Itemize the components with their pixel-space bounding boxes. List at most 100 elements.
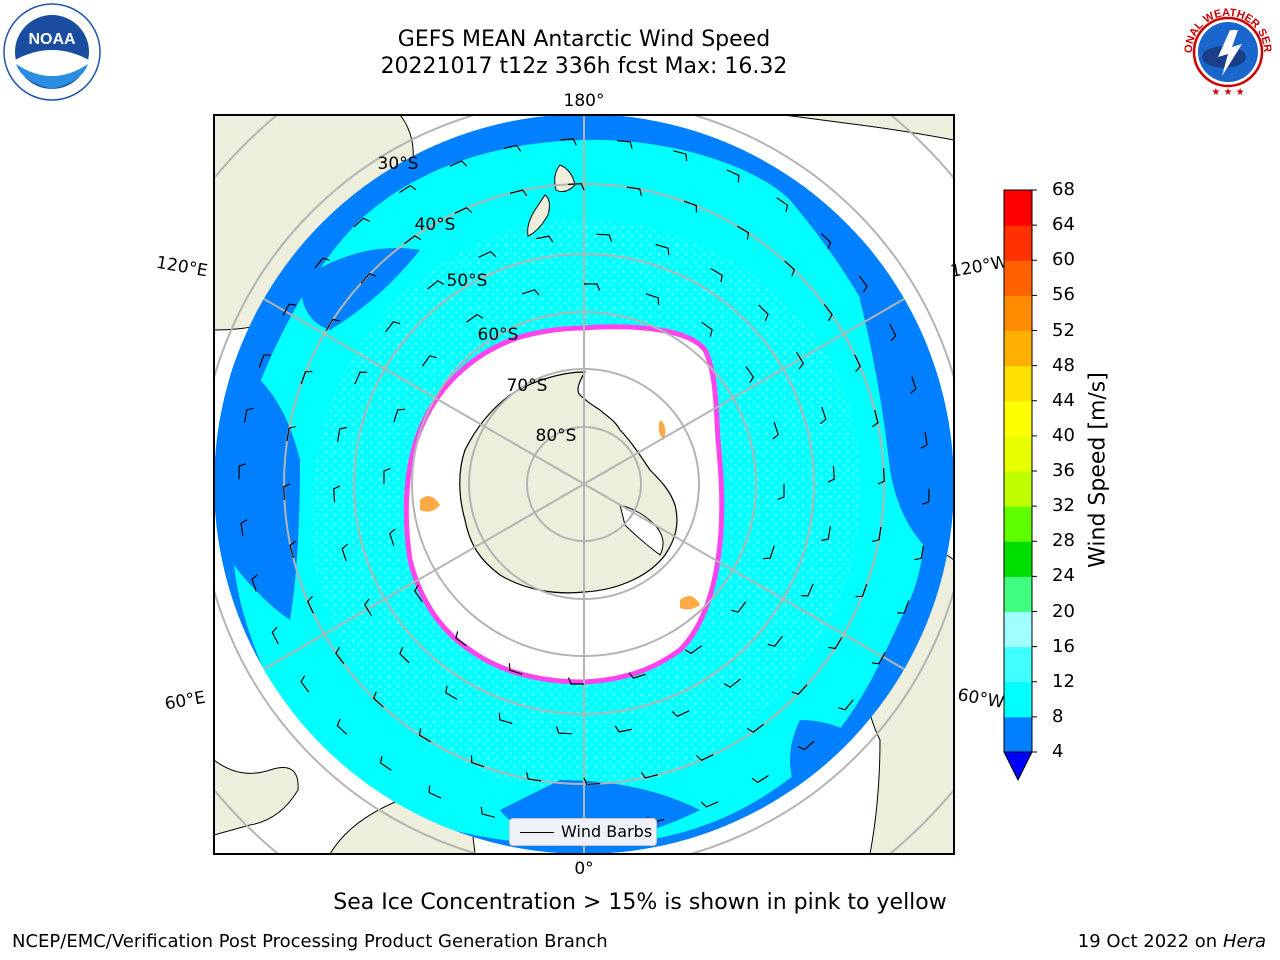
wind-barb bbox=[389, 528, 396, 546]
wind-barb bbox=[455, 631, 467, 647]
graticule bbox=[214, 115, 954, 854]
wind-barb bbox=[289, 540, 297, 559]
wind-barb bbox=[413, 584, 423, 602]
wind-barb bbox=[300, 675, 310, 693]
wind-barb bbox=[617, 140, 633, 149]
chart-title: GEFS MEAN Antarctic Wind Speed bbox=[397, 27, 771, 52]
wind-barb bbox=[418, 728, 432, 743]
wind-barb bbox=[283, 483, 291, 500]
colorbar-segment bbox=[1004, 400, 1032, 437]
wind-barb bbox=[508, 663, 523, 675]
noaa-wordmark: NOAA bbox=[28, 31, 76, 48]
colorbar-tick-label: 4 bbox=[1052, 741, 1064, 762]
colorbar-segment bbox=[1004, 716, 1032, 753]
wind-barb bbox=[428, 785, 442, 799]
wind-barb bbox=[614, 725, 632, 733]
wind-barb bbox=[353, 217, 371, 228]
wind-barb bbox=[404, 235, 422, 245]
lon-label-120e: 120°E bbox=[155, 253, 209, 282]
wind-barb bbox=[673, 150, 688, 162]
wind-barb bbox=[791, 684, 808, 696]
lat-label-40s: 40°S bbox=[415, 215, 456, 235]
colorbar-tick-label: 56 bbox=[1052, 284, 1075, 306]
wind-barb bbox=[671, 710, 690, 718]
wind-barb bbox=[858, 275, 868, 293]
footer-host: Hera bbox=[1222, 931, 1266, 952]
wind-barb bbox=[838, 699, 854, 711]
wind-barb bbox=[736, 225, 750, 240]
colorbar-tick-label: 68 bbox=[1052, 179, 1075, 200]
wind-barb bbox=[751, 774, 769, 784]
lon-label-180: 180° bbox=[564, 91, 605, 111]
wind-barb bbox=[567, 677, 584, 685]
lon-label-120w: 120°W bbox=[949, 252, 1010, 282]
colorbar-extend-arrow bbox=[1003, 751, 1033, 782]
wind-barb bbox=[240, 519, 248, 537]
wind-barb bbox=[445, 685, 458, 700]
wind-barb bbox=[354, 371, 368, 385]
wind-barbs bbox=[238, 138, 930, 830]
wind-barb bbox=[503, 144, 522, 152]
wind-barb bbox=[363, 598, 373, 617]
chart-subtitle: 20221017 t12z 336h fcst Max: 16.32 bbox=[380, 54, 788, 79]
wind-barb bbox=[640, 771, 659, 779]
sea-ice-caption: Sea Ice Concentration > 15% is shown in … bbox=[333, 890, 947, 915]
wind-barb bbox=[726, 169, 740, 183]
wind-barb bbox=[795, 351, 805, 370]
legend-label: Wind Barbs bbox=[561, 822, 653, 841]
wind-barb bbox=[823, 304, 833, 322]
wind-barb bbox=[385, 321, 401, 333]
wind-barb bbox=[797, 740, 815, 751]
colorbar-tick-label: 20 bbox=[1052, 600, 1075, 622]
wind-barb bbox=[333, 485, 341, 502]
wind-barb bbox=[776, 197, 789, 213]
wind-barb bbox=[921, 488, 930, 505]
wind-barb bbox=[258, 354, 271, 368]
lon-label-60w: 60°W bbox=[956, 685, 1006, 713]
wind-barb bbox=[800, 583, 814, 597]
colorbar-tick-label: 28 bbox=[1052, 530, 1075, 552]
wind-barb bbox=[337, 426, 347, 442]
wind-barb bbox=[300, 370, 313, 385]
wind-barb bbox=[897, 600, 910, 614]
wind-barb bbox=[827, 466, 835, 483]
wind-barb bbox=[454, 206, 473, 214]
colorbar-segment bbox=[1004, 435, 1032, 472]
wind-barb bbox=[470, 755, 485, 768]
lat-label-70s: 70°S bbox=[507, 376, 548, 396]
wind-barb bbox=[526, 772, 542, 782]
wind-barb bbox=[772, 422, 779, 440]
wind-barb bbox=[282, 303, 297, 316]
wind-barb bbox=[871, 652, 886, 665]
wind-barb bbox=[655, 243, 670, 256]
wind-barb bbox=[920, 431, 928, 449]
wind-barb bbox=[854, 354, 862, 373]
wind-barb bbox=[536, 235, 554, 243]
colorbar-segment bbox=[1004, 225, 1032, 261]
footer-credit: NCEP/EMC/Verification Post Processing Pr… bbox=[12, 931, 608, 952]
colorbar-tick-label: 36 bbox=[1052, 460, 1075, 481]
wind-barb bbox=[855, 583, 868, 598]
wind-barb bbox=[498, 712, 513, 725]
wind-barb bbox=[828, 636, 843, 650]
wind-barb bbox=[821, 526, 831, 542]
wind-barb bbox=[910, 376, 917, 394]
wind-barb bbox=[871, 409, 879, 428]
colorbar-tick-label: 52 bbox=[1052, 319, 1075, 341]
wind-barb bbox=[466, 313, 484, 323]
lat-label-80s: 80°S bbox=[536, 426, 577, 446]
wind-barb bbox=[763, 545, 775, 560]
wind-barb bbox=[645, 293, 660, 305]
lat-label-30s: 30°S bbox=[378, 154, 419, 174]
wind-barb bbox=[522, 289, 540, 296]
wind-barb bbox=[695, 754, 714, 762]
wind-barb bbox=[306, 595, 314, 614]
svg-text:★ ★ ★: ★ ★ ★ bbox=[1211, 87, 1244, 98]
colorbar-tick-label: 40 bbox=[1052, 424, 1075, 446]
wind-barb bbox=[700, 801, 719, 808]
wind-barb bbox=[509, 189, 528, 197]
wind-barb bbox=[383, 467, 391, 484]
wind-barb bbox=[777, 484, 785, 501]
nws-logo: NATIONAL WEATHER SERVICE ★ ★ ★ bbox=[1178, 2, 1276, 100]
colorbar-tick-label: 24 bbox=[1052, 565, 1075, 587]
